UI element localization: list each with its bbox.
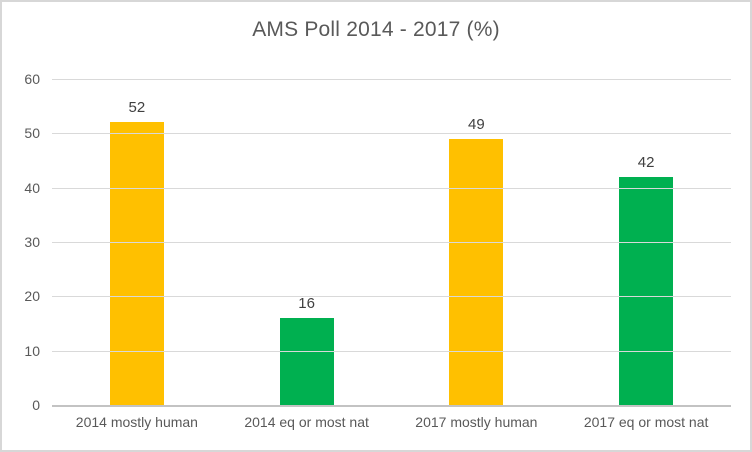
y-tick-label-10: 10 bbox=[24, 342, 40, 359]
gridline-60 bbox=[52, 79, 731, 80]
bar-cell: 52 bbox=[52, 79, 222, 405]
x-axis-labels: 2014 mostly human 2014 eq or most nat 2017… bbox=[52, 407, 731, 430]
bar-value-label: 42 bbox=[637, 153, 655, 171]
bar-cell: 16 bbox=[222, 79, 392, 405]
gridline-40 bbox=[52, 187, 731, 189]
bars-container: 52 16 49 42 bbox=[52, 79, 731, 405]
bar-value-label: 49 bbox=[468, 115, 485, 133]
plot-area: 52 16 49 42 bbox=[52, 79, 731, 407]
bar-cell: 49 bbox=[392, 79, 562, 405]
bar-1 bbox=[109, 122, 164, 405]
bar-4 bbox=[619, 176, 674, 405]
bar-value-label: 52 bbox=[128, 99, 146, 117]
y-tick-label-30: 30 bbox=[24, 234, 40, 250]
gridline-10 bbox=[52, 350, 731, 352]
x-axis-category-label: 2017 eq or most nat bbox=[583, 414, 709, 430]
gridline-20 bbox=[52, 296, 731, 298]
bar-value-label: 16 bbox=[298, 295, 315, 313]
y-tick-label-0: 0 bbox=[32, 397, 40, 413]
x-axis-category-label: 2014 mostly human bbox=[75, 414, 198, 430]
y-tick-label-50: 50 bbox=[24, 125, 40, 142]
gridline-50 bbox=[52, 133, 731, 135]
y-tick-label-40: 40 bbox=[24, 179, 40, 196]
bar-2 bbox=[279, 318, 334, 405]
gridline-30 bbox=[52, 242, 731, 243]
bar-3 bbox=[449, 138, 504, 405]
chart-title: AMS Poll 2014 - 2017 (%) bbox=[252, 18, 500, 41]
y-axis: 0 10 20 30 40 50 60 bbox=[2, 71, 42, 413]
y-tick-label-20: 20 bbox=[24, 288, 40, 305]
y-tick-label-60: 60 bbox=[24, 71, 40, 87]
bar-cell: 42 bbox=[561, 79, 731, 405]
x-axis-category-label: 2014 eq or most nat bbox=[244, 414, 369, 430]
x-axis-category-label: 2017 mostly human bbox=[415, 414, 538, 430]
